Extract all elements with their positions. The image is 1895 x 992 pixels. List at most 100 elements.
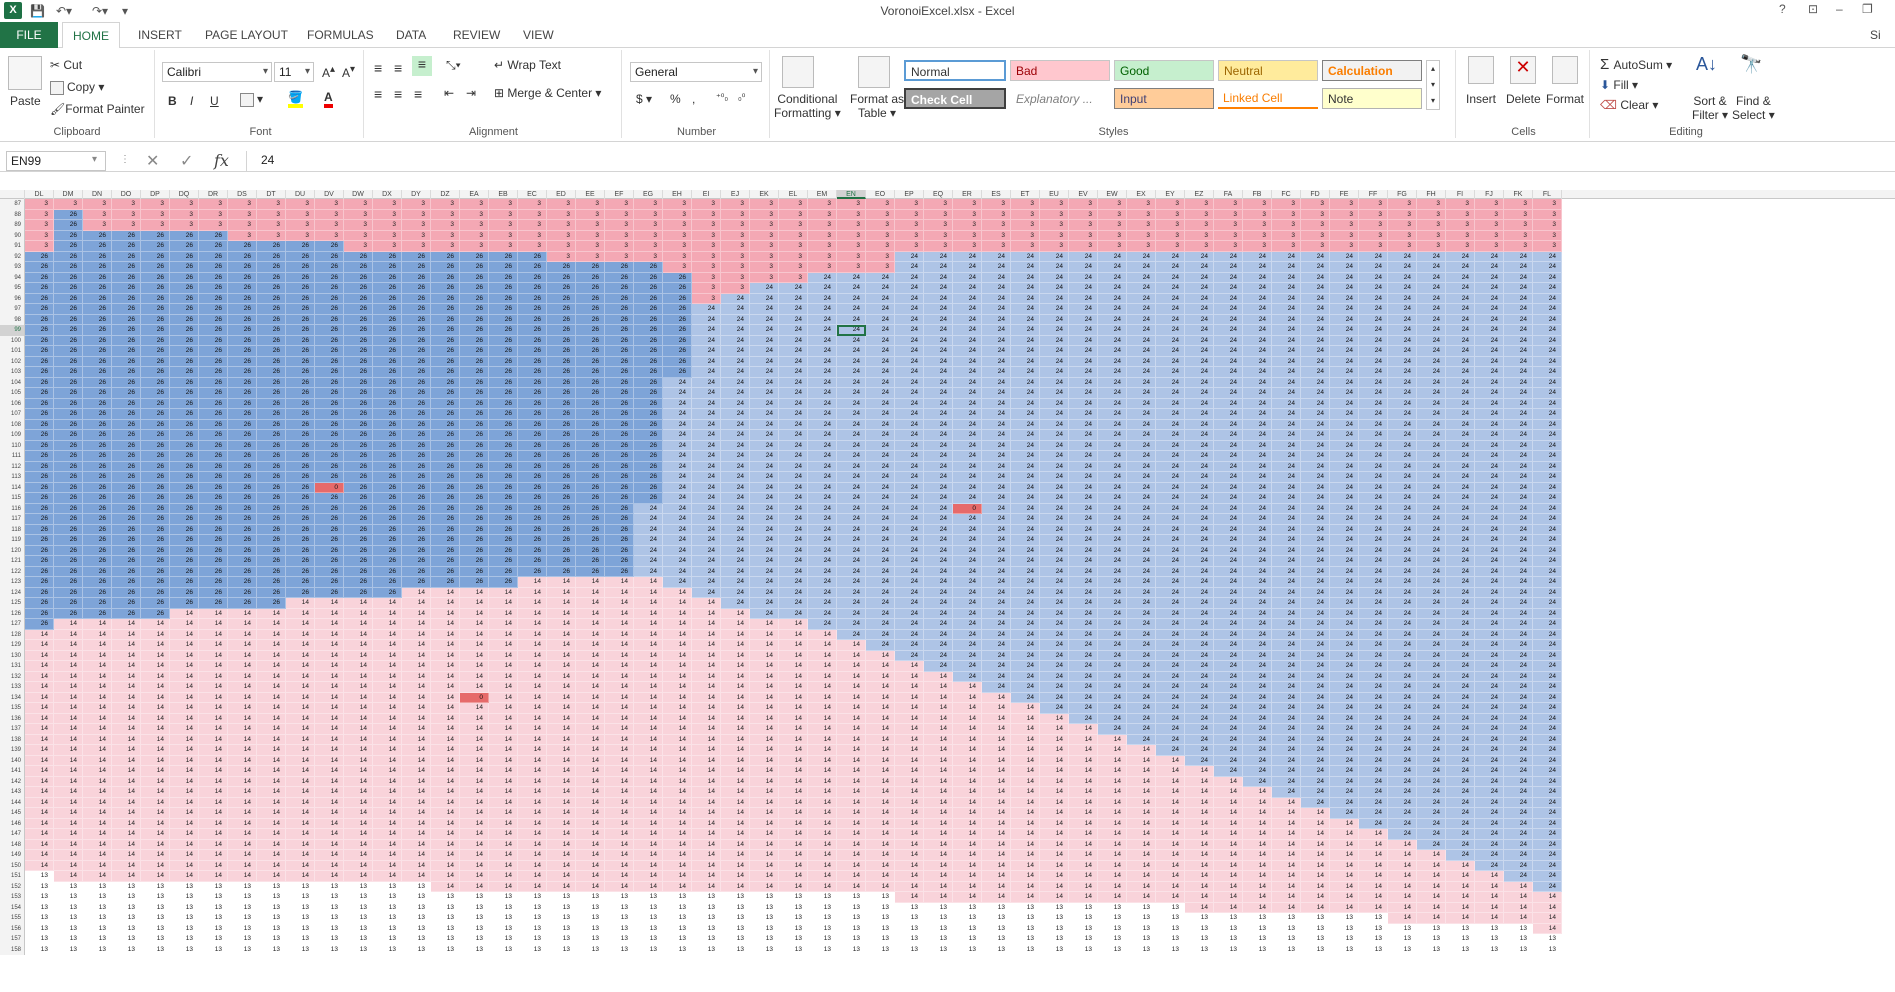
cell[interactable]: 26 [25, 377, 54, 388]
cell[interactable]: 24 [1069, 650, 1098, 661]
cell[interactable]: 26 [489, 472, 518, 483]
cell[interactable]: 26 [344, 304, 373, 315]
cell[interactable]: 14 [1069, 776, 1098, 787]
cell[interactable]: 14 [25, 787, 54, 798]
cell[interactable]: 24 [1040, 482, 1069, 493]
cell[interactable]: 3 [141, 209, 170, 220]
cell[interactable]: 3 [1243, 209, 1272, 220]
cell[interactable]: 24 [1330, 293, 1359, 304]
cell[interactable]: 14 [315, 724, 344, 735]
cell[interactable]: 3 [1417, 230, 1446, 241]
cell[interactable]: 26 [112, 346, 141, 357]
cell[interactable]: 13 [54, 892, 83, 903]
cell[interactable]: 14 [1098, 850, 1127, 861]
cell[interactable]: 24 [1330, 766, 1359, 777]
cell[interactable]: 24 [1185, 335, 1214, 346]
cell[interactable]: 24 [1504, 776, 1533, 787]
cell[interactable]: 14 [344, 871, 373, 882]
cell[interactable]: 24 [895, 587, 924, 598]
cell[interactable]: 14 [257, 692, 286, 703]
cell[interactable]: 13 [25, 881, 54, 892]
cell[interactable]: 24 [1185, 724, 1214, 735]
cell[interactable]: 14 [489, 797, 518, 808]
cell[interactable]: 26 [170, 335, 199, 346]
cell[interactable]: 14 [170, 745, 199, 756]
cell[interactable]: 24 [837, 377, 866, 388]
cell[interactable]: 3 [1214, 241, 1243, 252]
cell[interactable]: 26 [634, 367, 663, 378]
cell[interactable]: 26 [315, 545, 344, 556]
cell[interactable]: 24 [1475, 577, 1504, 588]
cell[interactable]: 26 [112, 325, 141, 336]
cell[interactable]: 24 [982, 451, 1011, 462]
cell[interactable]: 24 [1069, 566, 1098, 577]
cell[interactable]: 24 [1533, 409, 1562, 420]
cell[interactable]: 14 [315, 650, 344, 661]
cell[interactable]: 14 [286, 608, 315, 619]
cell[interactable]: 24 [1243, 556, 1272, 567]
cell[interactable]: 14 [692, 692, 721, 703]
cell[interactable]: 14 [344, 850, 373, 861]
align-center-icon[interactable]: ≡ [394, 86, 402, 102]
cell[interactable]: 24 [1156, 251, 1185, 262]
cell[interactable]: 14 [924, 839, 953, 850]
cell[interactable]: 14 [866, 808, 895, 819]
cell[interactable]: 24 [1040, 629, 1069, 640]
cell[interactable]: 24 [1040, 587, 1069, 598]
cell[interactable]: 24 [1330, 587, 1359, 598]
cell[interactable]: 24 [1069, 682, 1098, 693]
cell[interactable]: 24 [1243, 766, 1272, 777]
cell[interactable]: 14 [1040, 892, 1069, 903]
cell[interactable]: 26 [228, 524, 257, 535]
cell[interactable]: 13 [25, 923, 54, 934]
cell[interactable]: 24 [1533, 713, 1562, 724]
cell[interactable]: 13 [344, 923, 373, 934]
row-header[interactable]: 111 [0, 451, 25, 462]
cell[interactable]: 26 [25, 619, 54, 630]
cell[interactable]: 14 [170, 692, 199, 703]
cell[interactable]: 14 [634, 734, 663, 745]
cell[interactable]: 24 [1214, 482, 1243, 493]
cell[interactable]: 26 [605, 524, 634, 535]
cell[interactable]: 14 [779, 650, 808, 661]
cell[interactable]: 13 [170, 923, 199, 934]
cell[interactable]: 24 [1156, 262, 1185, 273]
paste-icon[interactable] [8, 56, 42, 90]
cell[interactable]: 24 [1533, 661, 1562, 672]
column-header[interactable]: EG [634, 190, 663, 199]
cell[interactable]: 24 [1330, 797, 1359, 808]
cell[interactable]: 26 [315, 272, 344, 283]
cell[interactable]: 24 [895, 514, 924, 525]
cell[interactable]: 24 [1185, 703, 1214, 714]
cell[interactable]: 3 [1243, 199, 1272, 210]
row-header[interactable]: 120 [0, 545, 25, 556]
cell[interactable]: 14 [518, 734, 547, 745]
cell[interactable]: 24 [1127, 461, 1156, 472]
column-header[interactable]: EH [663, 190, 692, 199]
cell[interactable]: 26 [402, 482, 431, 493]
cell[interactable]: 24 [1243, 398, 1272, 409]
cell[interactable]: 14 [25, 661, 54, 672]
cell[interactable]: 24 [866, 409, 895, 420]
cell[interactable]: 13 [1417, 923, 1446, 934]
cell[interactable]: 26 [286, 514, 315, 525]
cell[interactable]: 26 [605, 566, 634, 577]
cell[interactable]: 24 [1098, 482, 1127, 493]
cell[interactable]: 13 [924, 923, 953, 934]
cell[interactable]: 14 [257, 766, 286, 777]
cell[interactable]: 26 [25, 272, 54, 283]
cell[interactable]: 24 [866, 619, 895, 630]
cell[interactable]: 24 [1359, 314, 1388, 325]
cell[interactable]: 3 [721, 199, 750, 210]
cell[interactable]: 26 [605, 556, 634, 567]
cell[interactable]: 14 [895, 860, 924, 871]
font-color-icon[interactable]: A [324, 90, 333, 108]
cell[interactable]: 13 [315, 944, 344, 955]
cell[interactable]: 14 [837, 755, 866, 766]
cell[interactable]: 14 [895, 787, 924, 798]
cell[interactable]: 26 [315, 304, 344, 315]
cell[interactable]: 3 [779, 220, 808, 231]
cell[interactable]: 14 [489, 860, 518, 871]
cell[interactable]: 3 [1040, 241, 1069, 252]
cell[interactable]: 26 [605, 461, 634, 472]
